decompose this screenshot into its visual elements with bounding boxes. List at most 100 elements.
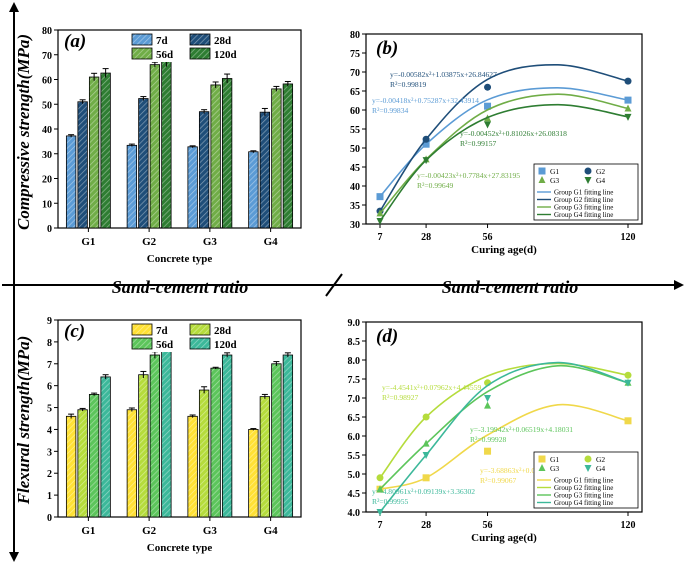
point-G1-56 (484, 102, 492, 110)
point-G2-120 (624, 371, 632, 379)
y-tick-label: 7.0 (348, 394, 361, 405)
y-tick-label: 65 (350, 87, 360, 98)
legend-label-120d: 120d (214, 49, 237, 61)
point-G2-28 (422, 135, 430, 143)
legend-label-120d: 120d (214, 339, 237, 351)
point-G4-7 (376, 217, 384, 225)
y-tick-label: 1 (47, 491, 52, 502)
bar-56d-G2 (149, 64, 161, 229)
x-tick-label: 28 (421, 520, 431, 531)
point-G1-120 (624, 417, 632, 425)
x-tick-label: 56 (483, 232, 493, 243)
legend-label-28d: 28d (214, 35, 231, 47)
point-G2-56 (484, 83, 492, 91)
divider-label-left: Sand-cement ratio (112, 277, 249, 297)
x-tick-label: 7 (378, 520, 383, 531)
point-G4-120 (624, 113, 632, 121)
point-G4-28 (422, 157, 430, 165)
bar-120d-G3 (221, 354, 233, 518)
fit-line-G3 (379, 93, 629, 214)
point-G4-28 (422, 452, 430, 459)
legend-label-G1: G1 (550, 455, 559, 464)
legend-swatch-7d (131, 33, 153, 46)
point-G3-28 (422, 439, 430, 447)
bar-7d-G4 (248, 151, 259, 229)
x-axis-title: Curing age(d) (471, 244, 537, 256)
point-G1-7 (376, 193, 384, 201)
fit-r2-G1: R²=0.99067 (480, 476, 517, 485)
fit-equation-G2: y=-0.00582x²+1.03875x+26.84627 (390, 70, 497, 79)
legend-swatch-120d (189, 47, 211, 60)
legend-fit-label-G2: Group G2 fitting line (554, 196, 613, 204)
y-tick-label: 6.5 (348, 413, 361, 424)
point-G3-56 (484, 401, 492, 409)
bar-56d-G1 (88, 76, 100, 229)
legend-swatch-28d (189, 323, 211, 336)
x-tick-label: 7 (378, 232, 383, 243)
y-tick-label: 0 (47, 513, 52, 524)
legend-swatch-7d (131, 323, 153, 336)
legend-label-G4: G4 (596, 464, 605, 473)
legend-marker-G2 (584, 167, 592, 175)
fit-line-G4 (379, 361, 629, 513)
bar-120d-G4 (282, 354, 294, 518)
legend-label-G1: G1 (550, 167, 559, 176)
y-tick-label: 40 (42, 125, 52, 136)
point-G1-56 (484, 447, 492, 455)
x-tick-label: 28 (421, 232, 431, 243)
x-tick-label: G4 (264, 525, 279, 537)
bar-56d-G1 (88, 394, 100, 518)
y-tick-label: 80 (350, 30, 360, 41)
fit-r2-G2: R²=0.98927 (382, 393, 419, 402)
point-G2-28 (422, 413, 430, 421)
bar-7d-G1 (65, 135, 77, 229)
panel-label: (c) (64, 321, 85, 342)
bar-7d-G4 (248, 429, 259, 518)
bar-56d-G4 (271, 363, 282, 518)
y-tick-label: 80 (42, 26, 52, 37)
y-tick-label: 45 (350, 163, 360, 174)
point-G1-120 (624, 96, 632, 104)
y-tick-label: 5 (47, 404, 52, 415)
legend-fit-label-G4: Group G4 fitting line (554, 499, 613, 507)
legend-fit-label-G1: Group G1 fitting line (554, 477, 613, 485)
point-G3-7 (376, 485, 384, 493)
legend-marker-G2 (584, 455, 592, 463)
bar-7d-G3 (187, 146, 198, 229)
y-tick-label: 9 (47, 316, 52, 327)
x-tick-label: 120 (621, 520, 636, 531)
fit-equation-G1: y=-3.68863x²+0.02367x+4.38786 (480, 466, 583, 475)
fit-r2-G1: R²=0.99834 (372, 106, 409, 115)
panel-b: 30 35 40 45 50 55 60 65 70 75 80 7 28 56 120 (b) Curing … (350, 30, 643, 256)
y-tick-label: 5.5 (348, 451, 361, 462)
bar-7d-G3 (187, 415, 198, 518)
x-tick-label: 120 (621, 232, 636, 243)
ylabel-flexural: Flexural strength(MPa) (14, 336, 33, 506)
fit-r2-G3: R²=0.99649 (417, 181, 454, 190)
bar-56d-G4 (271, 88, 282, 229)
x-axis-title: Concrete type (147, 542, 213, 554)
bar-28d-G4 (259, 396, 271, 518)
legend-fit-label-G3: Group G3 fitting line (554, 492, 613, 500)
x-tick-label: G3 (203, 525, 218, 537)
x-tick-label: G1 (81, 236, 95, 248)
legend-label-G3: G3 (550, 176, 559, 185)
legend-swatch-120d (189, 337, 211, 350)
y-tick-label: 5.0 (348, 470, 361, 481)
bar-28d-G2 (138, 98, 149, 229)
panel-c: 0 1 2 3 4 5 6 7 8 9 G1 G2 G3 G4 (c) Concrete type 7d 28d 5… (47, 316, 302, 554)
bar-28d-G3 (198, 111, 210, 229)
panel-label: (b) (376, 38, 398, 59)
point-G1-28 (422, 140, 430, 148)
y-tick-label: 7.5 (348, 375, 361, 386)
fit-line-G1 (379, 403, 629, 490)
divider-label-right: Sand-cement ratio (442, 277, 579, 297)
fit-line-G4 (379, 103, 629, 222)
fit-line-G3 (379, 364, 629, 490)
y-tick-label: 8.0 (348, 356, 361, 367)
bar-120d-G3 (221, 78, 233, 229)
bar-7d-G2 (126, 409, 138, 518)
legend-fit-label-G2: Group G2 fitting line (554, 484, 613, 492)
y-tick-label: 60 (42, 76, 52, 87)
y-tick-label: 0 (47, 224, 52, 235)
